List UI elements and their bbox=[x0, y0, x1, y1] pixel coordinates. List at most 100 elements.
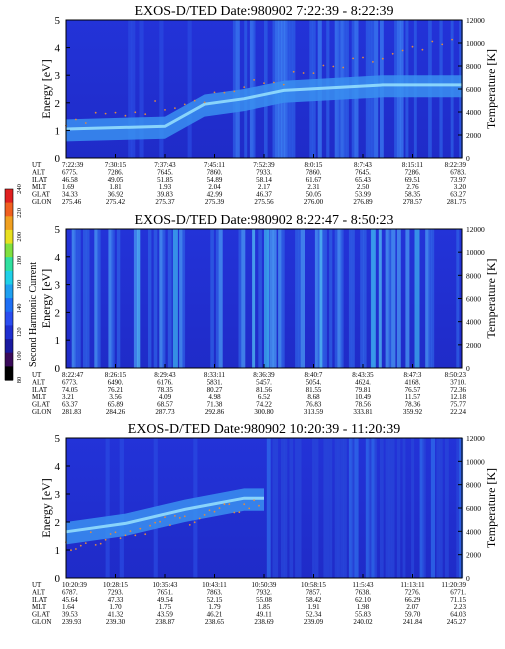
spectrogram-stripe bbox=[116, 229, 121, 368]
orbit-cell: 55.83 bbox=[355, 611, 371, 619]
orbit-cell: 275.42 bbox=[106, 198, 126, 206]
temperature-point bbox=[381, 57, 384, 60]
bright-column bbox=[172, 229, 178, 368]
orbit-cell: 4.98 bbox=[208, 393, 221, 401]
orbit-cell: 39.83 bbox=[157, 191, 173, 199]
colorbar-segment bbox=[5, 339, 13, 354]
orbit-cell: 8:29:43 bbox=[154, 371, 176, 379]
orbit-cell: 7286. bbox=[108, 168, 124, 176]
orbit-row-label: ALT bbox=[32, 378, 46, 386]
orbit-cell: 2.23 bbox=[454, 603, 467, 611]
y-axis-label: Energy [eV] bbox=[39, 478, 53, 537]
orbit-cell: 276.00 bbox=[304, 198, 324, 206]
spectrogram-stripe bbox=[74, 229, 78, 368]
orbit-row-label: ILAT bbox=[32, 386, 48, 394]
orbit-row-label: GLAT bbox=[32, 611, 51, 619]
y2-tick-label: 0 bbox=[466, 364, 470, 373]
temperature-point bbox=[84, 542, 87, 544]
orbit-cell: 7:30:15 bbox=[105, 161, 127, 169]
orbit-cell: 64.03 bbox=[450, 611, 466, 619]
orbit-cell: 7651. bbox=[157, 588, 173, 596]
spectrogram-stripe bbox=[179, 229, 184, 368]
orbit-cell: 240.02 bbox=[353, 618, 373, 626]
y2-tick-label: 6000 bbox=[466, 295, 481, 304]
panel-title: EXOS-D/TED Date:980902 8:22:47 - 8:50:23 bbox=[135, 213, 394, 228]
orbit-cell: 46.21 bbox=[207, 611, 223, 619]
temperature-point bbox=[75, 118, 77, 121]
temperature-point bbox=[174, 515, 176, 517]
orbit-cell: 71.15 bbox=[450, 596, 466, 604]
orbit-cell: 36.92 bbox=[108, 191, 124, 199]
spectrogram-stripe bbox=[314, 229, 319, 368]
y2-tick-label: 10000 bbox=[466, 248, 485, 257]
orbit-cell: 275.37 bbox=[155, 198, 175, 206]
orbit-cell: 12.18 bbox=[450, 393, 466, 401]
colorbar-tick-label: 80 bbox=[16, 377, 23, 384]
orbit-row-label: UT bbox=[32, 161, 42, 169]
y2-tick-label: 8000 bbox=[466, 481, 481, 490]
y-tick-label: 1 bbox=[55, 335, 61, 347]
temperature-point bbox=[154, 521, 157, 524]
temperature-point bbox=[411, 45, 414, 48]
temperature-point bbox=[213, 510, 216, 513]
orbit-cell: 359.92 bbox=[403, 408, 423, 416]
temperature-point bbox=[248, 507, 251, 510]
orbit-cell: 78.56 bbox=[355, 401, 371, 409]
y-tick-label: 3 bbox=[55, 280, 61, 292]
spectrogram-stripe bbox=[317, 229, 321, 368]
spectrogram-stripe bbox=[439, 438, 443, 578]
y2-tick-label: 10000 bbox=[466, 39, 485, 48]
spectrogram-stripe bbox=[235, 20, 240, 158]
panel-title: EXOS-D/TED Date:980902 10:20:39 - 11:20:… bbox=[128, 422, 400, 437]
spectrogram-stripe bbox=[139, 20, 144, 158]
y2-tick-label: 2000 bbox=[466, 551, 481, 560]
orbit-cell: 239.93 bbox=[62, 618, 82, 626]
y-tick-label: 4 bbox=[55, 461, 61, 473]
temperature-point bbox=[75, 548, 77, 550]
orbit-cell: 300.80 bbox=[254, 408, 274, 416]
orbit-cell: 53.99 bbox=[355, 191, 371, 199]
spectrogram-stripe bbox=[411, 438, 415, 578]
orbit-cell: 58.42 bbox=[306, 596, 322, 604]
orbit-cell: 78.36 bbox=[405, 401, 421, 409]
colorbar: 80 100 120 140 160 180 200 220 240 Second Harmoni… bbox=[4, 184, 39, 384]
spectrogram-stripe bbox=[111, 229, 115, 368]
orbit-cell: 63.27 bbox=[450, 191, 466, 199]
orbit-row-label: MLT bbox=[32, 393, 47, 401]
temperature-point bbox=[159, 520, 162, 523]
orbit-cell: 50.05 bbox=[306, 191, 322, 199]
bright-column bbox=[370, 229, 376, 368]
orbit-cell: 313.59 bbox=[304, 408, 324, 416]
colorbar-segment bbox=[5, 216, 13, 231]
orbit-cell: 10:43:11 bbox=[202, 581, 227, 589]
orbit-cell: 49.11 bbox=[256, 611, 272, 619]
colorbar-segment bbox=[5, 284, 13, 299]
spectrogram-stripe bbox=[300, 229, 305, 368]
orbit-cell: 6771. bbox=[450, 588, 466, 596]
orbit-cell: 2.07 bbox=[406, 603, 419, 611]
orbit-table: UTALTILATMLTGLATGLON10:20:396787.45.641.… bbox=[32, 581, 467, 626]
orbit-row-label: ALT bbox=[32, 168, 46, 176]
spectrogram-stripe bbox=[232, 20, 237, 158]
spectrogram-stripe bbox=[312, 438, 315, 578]
orbit-cell: 275.56 bbox=[254, 198, 274, 206]
temperature-point bbox=[169, 524, 171, 526]
temperature-point bbox=[89, 531, 92, 534]
colorbar-segment bbox=[5, 298, 13, 313]
orbit-cell: 2.17 bbox=[258, 183, 271, 191]
spectrogram-stripe bbox=[85, 229, 90, 368]
y-tick-label: 4 bbox=[55, 252, 61, 264]
orbit-cell: 7860. bbox=[306, 168, 322, 176]
orbit-row-label: GLON bbox=[32, 408, 51, 416]
y-tick-label: 5 bbox=[55, 224, 61, 236]
temperature-point bbox=[213, 91, 216, 94]
spectrogram-stripe bbox=[436, 438, 440, 578]
orbit-cell: 287.73 bbox=[155, 408, 175, 416]
spectrogram-stripe bbox=[348, 229, 352, 368]
spectrogram-stripe bbox=[396, 438, 401, 578]
spectrogram-stripe bbox=[314, 438, 319, 578]
spectrogram-stripe bbox=[272, 438, 276, 578]
orbit-cell: 281.83 bbox=[62, 408, 82, 416]
orbit-cell: 8:47:3 bbox=[404, 371, 422, 379]
orbit-cell: 281.75 bbox=[447, 198, 467, 206]
